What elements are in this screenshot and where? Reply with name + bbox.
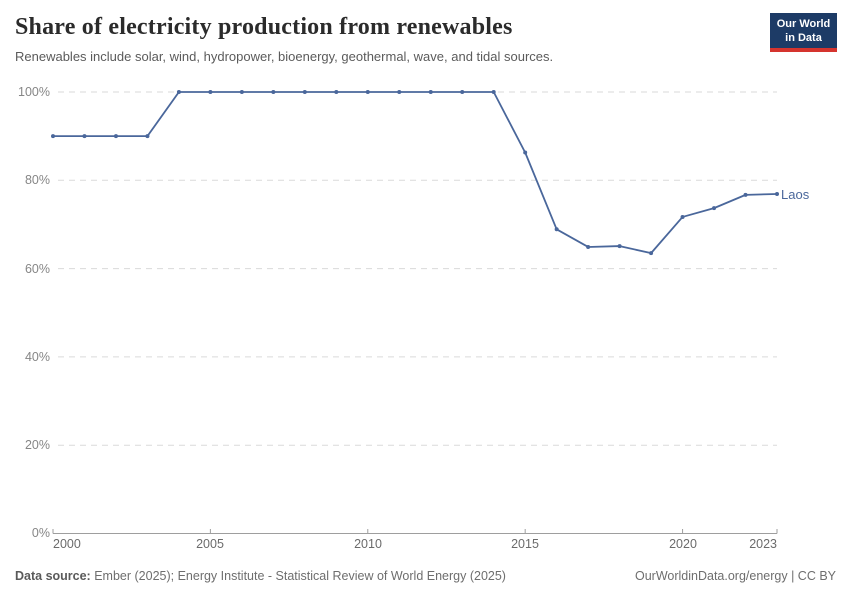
x-tick-label-2020: 2020	[669, 537, 697, 551]
credit-link[interactable]: OurWorldinData.org/energy | CC BY	[634, 569, 836, 583]
y-tick-label-20: 20%	[24, 438, 50, 452]
owid-logo[interactable]: Our World in Data	[770, 13, 837, 52]
owid-logo-line1: Our World	[776, 18, 831, 30]
y-tick-label-100: 100%	[18, 85, 50, 99]
series-entity-label[interactable]: Laos	[781, 187, 810, 202]
data-source-note: Data source: Ember (2025); Energy Instit…	[15, 569, 506, 583]
y-tick-label-0: 0%	[31, 526, 50, 540]
data-source-label: Data source:	[15, 569, 91, 583]
x-tick-label-2005: 2005	[196, 537, 224, 551]
page-title: Share of electricity production from ren…	[15, 14, 513, 40]
data-source-text: Ember (2025); Energy Institute - Statist…	[90, 569, 506, 583]
x-tick-label-2015: 2015	[511, 537, 539, 551]
x-tick-label-2023: 2023	[749, 537, 777, 551]
owid-logo-line2: in Data	[785, 32, 822, 45]
y-tick-label-40: 40%	[24, 350, 50, 364]
x-tick-label-2000: 2000	[53, 537, 81, 551]
y-tick-label-80: 80%	[24, 173, 50, 187]
y-tick-label-60: 60%	[24, 262, 50, 276]
chart-subtitle: Renewables include solar, wind, hydropow…	[15, 49, 554, 64]
x-tick-label-2010: 2010	[354, 537, 382, 551]
